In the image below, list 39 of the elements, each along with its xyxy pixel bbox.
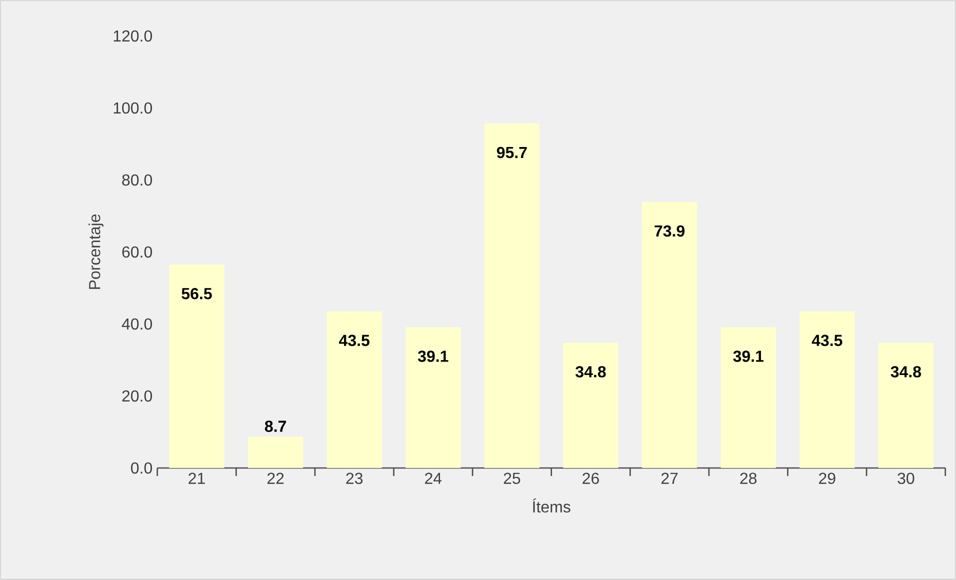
x-axis-title: Ítems: [532, 498, 570, 513]
x-tick-label: 21: [188, 472, 205, 484]
x-tick-label: 28: [740, 472, 757, 484]
y-tick-label: 20.0: [122, 390, 152, 402]
data-label: 8.7: [264, 420, 286, 432]
bar: [878, 342, 934, 468]
bar: [720, 327, 776, 468]
x-tick-label: 22: [267, 472, 284, 484]
y-tick-label: 60.0: [122, 246, 152, 258]
y-tick-label: 0.0: [131, 462, 152, 474]
bar: [800, 311, 855, 468]
y-tick-label: 40.0: [122, 318, 152, 330]
data-label: 39.1: [733, 350, 764, 362]
bar: [406, 327, 461, 468]
x-tick-label: 23: [346, 472, 363, 484]
data-label: 39.1: [418, 350, 448, 362]
bar: [248, 436, 304, 468]
bar: [169, 264, 224, 468]
y-axis-title: Porcentaje: [88, 214, 104, 289]
y-tick-label: 100.0: [114, 102, 152, 114]
y-tick-label: 80.0: [122, 174, 152, 186]
x-tick-label: 30: [898, 472, 914, 484]
bar: [484, 123, 540, 468]
x-tick-label: 24: [425, 472, 442, 484]
bar: [642, 202, 698, 468]
data-label: 56.5: [182, 288, 212, 300]
data-label: 43.5: [339, 334, 370, 346]
x-tick-label: 29: [819, 472, 836, 484]
x-tick-label: 26: [582, 472, 599, 484]
data-label: 34.8: [890, 366, 922, 378]
x-tick-label: 27: [661, 472, 678, 484]
x-tick-label: 25: [504, 472, 520, 484]
bar: [563, 342, 618, 468]
bar: [326, 311, 382, 468]
data-label: 73.9: [654, 225, 685, 237]
data-label: 95.7: [496, 146, 527, 158]
data-label: 43.5: [812, 334, 842, 346]
y-tick-label: 120.0: [114, 30, 152, 42]
data-label: 34.8: [576, 366, 606, 378]
